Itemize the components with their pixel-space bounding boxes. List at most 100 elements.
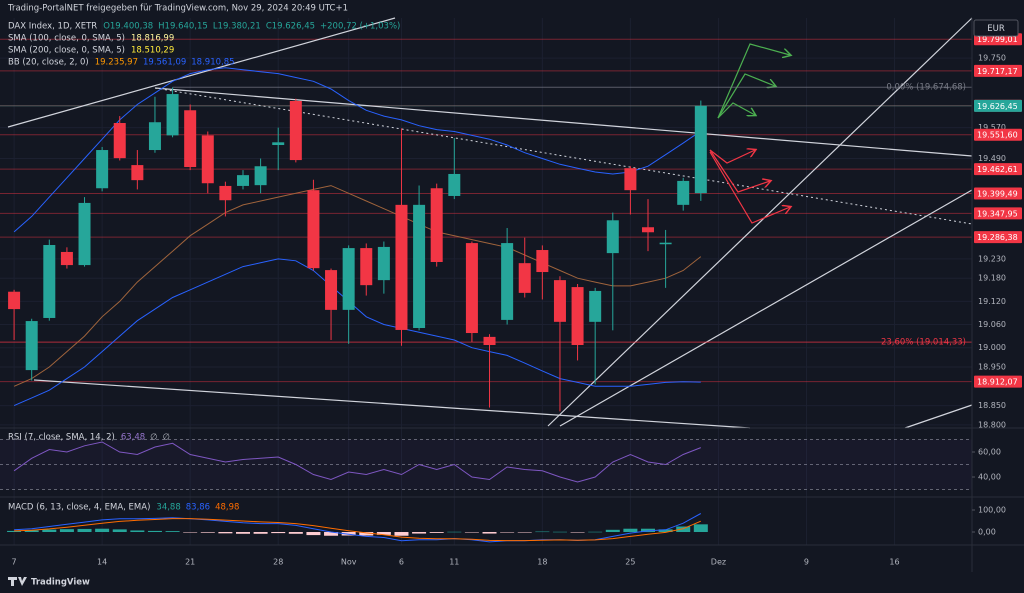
- currency-box[interactable]: [973, 19, 1019, 37]
- macd-histogram-bar: [42, 529, 57, 533]
- macd-histogram-bar: [218, 532, 233, 534]
- price-label-box: [974, 375, 1022, 388]
- legend-value: 83,86: [186, 503, 210, 513]
- fib-label: 0,00% (19.674,68): [886, 83, 966, 93]
- price-label-box: [974, 231, 1022, 244]
- y-tick-label: 19.060: [978, 320, 1006, 329]
- price-label: 19.399,49: [977, 189, 1018, 198]
- y-tick-label: 19.180: [978, 274, 1006, 283]
- overlay-line: [13, 258, 701, 407]
- footer: TradingView: [31, 578, 90, 588]
- macd-histogram-bar: [130, 530, 145, 533]
- legend-value: 48,98: [215, 503, 239, 513]
- x-tick-label: 14: [97, 558, 107, 567]
- legend-value: 63,48: [121, 433, 145, 443]
- legend-value: 34,88: [156, 503, 180, 513]
- macd-histogram-bar: [676, 526, 691, 533]
- legend-value: O19.400,38: [103, 22, 153, 32]
- price-label-box: [974, 128, 1022, 141]
- legend-value: 18.510,29: [131, 46, 174, 56]
- macd-histogram-bar: [112, 529, 127, 533]
- legend-name: SMA (200, close, 0, SMA, 5): [8, 46, 125, 56]
- legend-value: ∅: [163, 433, 170, 443]
- y-tick-label: 19.750: [978, 54, 1006, 63]
- plot: 0,00% (19.674,68) 23,60% (19.014,33): [0, 67, 972, 543]
- y-tick-label: 60,00: [978, 448, 1001, 457]
- price-label-box: [974, 207, 1022, 220]
- y-tick-label: 19.000: [978, 343, 1006, 352]
- candle-body: [483, 336, 496, 345]
- macd-histogram-bar: [605, 529, 620, 533]
- macd-histogram-bar: [165, 531, 180, 533]
- candle-body: [694, 105, 707, 194]
- legend-value: ∅: [150, 433, 157, 443]
- x-tick-label: 28: [273, 558, 283, 567]
- candle-body: [624, 168, 637, 191]
- macd-histogram-bar: [288, 532, 303, 534]
- x-tick-label: 16: [889, 558, 899, 567]
- price-label: 19.626,45: [977, 102, 1018, 111]
- legend-name: RSI (7, close, SMA, 14, 2): [8, 433, 115, 443]
- legend-value: 19.235,97: [95, 58, 138, 68]
- y-tick-label: 18.850: [978, 401, 1006, 410]
- x-tick-label: 25: [625, 558, 635, 567]
- price-label: 19.347,95: [977, 209, 1018, 218]
- arrow: [709, 151, 790, 224]
- price-label-box: [974, 99, 1022, 112]
- arrow: [717, 102, 755, 119]
- candle-body: [60, 251, 73, 266]
- candle-body: [237, 175, 249, 186]
- signal-line: [14, 518, 701, 542]
- x-tick-label: 6: [399, 558, 404, 567]
- macd-histogram-bar: [658, 529, 673, 533]
- price-label-box: [974, 187, 1022, 200]
- candle-body: [571, 287, 584, 345]
- candle-body: [448, 173, 461, 196]
- legend-value: H19.640,15: [158, 22, 208, 32]
- candle-body: [254, 166, 267, 186]
- legend-name: BB (20, close, 2, 0): [8, 58, 89, 68]
- price-label-box: [974, 163, 1022, 176]
- currency[interactable]: EUR: [987, 24, 1005, 34]
- candle-body: [606, 220, 619, 254]
- legend-value: C19.626,45: [266, 22, 315, 32]
- candle-body: [659, 242, 672, 245]
- price-label: 19.551,60: [977, 131, 1018, 140]
- price-label: 19.286,38: [977, 233, 1018, 242]
- y-tick-label: 0,00: [978, 528, 996, 537]
- macd-histogram-bar: [306, 532, 321, 536]
- trend-line: [7, 17, 396, 128]
- candle-body: [43, 245, 56, 318]
- macd-histogram-bar: [376, 532, 391, 535]
- x-tick-label: 21: [185, 558, 195, 567]
- rsi-line: [13, 441, 701, 483]
- macd-histogram-bar: [623, 528, 638, 533]
- y-tick-label: 19.120: [978, 297, 1006, 306]
- macd-histogram-bar: [570, 532, 585, 533]
- macd-histogram-bar: [77, 528, 92, 533]
- candle-body: [430, 188, 443, 262]
- candle-body: [113, 123, 126, 159]
- legend-name: MACD (6, 13, close, 4, EMA, EMA): [8, 503, 150, 513]
- macd-histogram-bar: [464, 532, 479, 533]
- candle-body: [677, 180, 690, 205]
- trend-line: [547, 17, 973, 427]
- price-label-box: [974, 64, 1022, 77]
- x-tick-label: Dez: [711, 558, 726, 567]
- legend-value: 18.816,99: [131, 34, 174, 44]
- macd-histogram-bar: [641, 528, 655, 533]
- macd-histogram-bar: [7, 530, 22, 533]
- candle-body: [553, 280, 566, 322]
- candle-body: [413, 204, 426, 329]
- price-label: 19.799,01: [977, 35, 1018, 44]
- macd-histogram-bar: [95, 528, 110, 533]
- macd-histogram-bar: [359, 532, 374, 536]
- macd-histogram-bar: [236, 532, 250, 534]
- candle-body: [325, 270, 338, 310]
- x-tick-label: 9: [804, 558, 809, 567]
- macd-histogram-bar: [447, 531, 462, 533]
- legend-value: L19.380,21: [213, 22, 261, 32]
- macd-histogram-bar: [552, 531, 567, 533]
- y-tick-label: 19.570: [978, 123, 1006, 132]
